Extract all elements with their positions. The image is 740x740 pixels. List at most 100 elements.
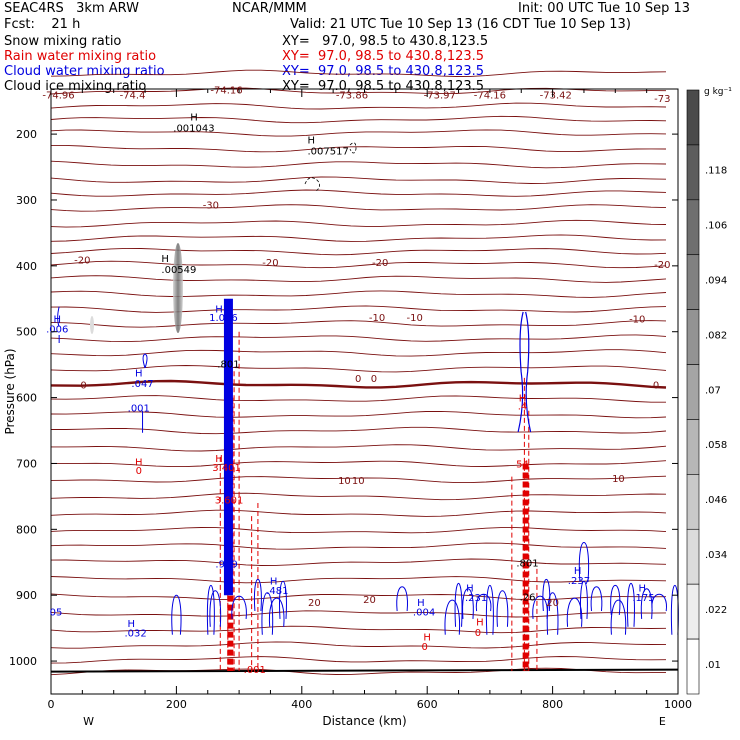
isotherm-line xyxy=(50,527,667,534)
colorbar-swatch xyxy=(686,89,700,146)
model-title: SEAC4RS 3km ARW xyxy=(4,1,140,16)
isotherm-line xyxy=(50,176,667,184)
isotherm-line xyxy=(50,160,667,169)
field-label: H xyxy=(417,598,425,609)
cloud-contour xyxy=(209,590,222,627)
isotherm-line xyxy=(50,576,667,584)
forecast-hour: Fcst: 21 h xyxy=(4,17,81,32)
colorbar-tick-label: .022 xyxy=(705,605,727,616)
isotherm-line xyxy=(51,144,667,153)
top-temp-label: -74.96 xyxy=(42,91,74,102)
cloud-contour xyxy=(525,311,532,433)
snow-plume xyxy=(173,243,183,333)
field-label: .801 xyxy=(516,558,538,569)
cloud-contour xyxy=(627,582,635,627)
isotherm-line xyxy=(50,234,667,242)
ice-contours xyxy=(304,142,357,193)
colorbar-swatch xyxy=(686,528,700,585)
field-label: H xyxy=(270,577,278,588)
cloud-contour xyxy=(578,542,590,583)
y-tick-label: 900 xyxy=(16,589,37,602)
colorbar-tick-label: .034 xyxy=(705,550,727,561)
colorbar-swatch xyxy=(686,419,700,475)
colorbar-unit: g kg⁻¹ xyxy=(704,87,732,97)
cloud-contour xyxy=(579,581,588,619)
field-label: 0 xyxy=(422,642,428,653)
isotherm-line xyxy=(50,475,667,484)
cloud-contour xyxy=(566,597,583,627)
contour-labels: -74.96 -74.4 -74.16 -73.86 -73.97 -74.16 -73.4… xyxy=(42,85,670,676)
ground-line xyxy=(50,668,679,673)
y-tick-label: 200 xyxy=(16,128,37,141)
isotherm-line xyxy=(50,204,667,212)
isotherm-label: 10 xyxy=(352,476,365,487)
isotherm-line xyxy=(50,641,667,649)
field-label: H xyxy=(574,566,582,577)
isotherm-line xyxy=(51,444,667,452)
field-label: 3.401 xyxy=(212,463,241,474)
isotherm-line xyxy=(50,492,667,501)
colorbar-swatch xyxy=(686,474,700,530)
cloud-contour xyxy=(261,592,274,635)
isotherm-line xyxy=(50,365,667,373)
field-label: H xyxy=(215,305,223,316)
east-label: E xyxy=(659,715,666,728)
colorbar-swatch xyxy=(686,254,700,310)
ice-contour xyxy=(349,142,357,154)
x-axis-title: Distance (km) xyxy=(322,714,406,728)
field-label: 0 xyxy=(475,628,481,639)
isotherm-line xyxy=(50,189,667,197)
cloud-contour xyxy=(454,582,463,627)
isotherm-line xyxy=(50,290,667,298)
x-tick-label: 0 xyxy=(48,698,55,711)
isotherm-label: -20 xyxy=(654,260,670,271)
field-label: H xyxy=(215,454,223,465)
isotherm-label: -20 xyxy=(262,258,278,269)
cloud-contour xyxy=(171,594,182,635)
y-tick-label: 500 xyxy=(16,326,37,339)
field-label: .237 xyxy=(568,576,590,587)
top-temp-label: -74.4 xyxy=(120,91,146,102)
isotherm-line xyxy=(50,260,667,269)
isotherm-line xyxy=(50,247,667,256)
ice-contour xyxy=(304,177,320,193)
isotherm-label: 20 xyxy=(308,598,321,609)
colorbar-swatch xyxy=(686,144,700,201)
isotherm-line xyxy=(50,593,667,601)
isotherm-label: 0 xyxy=(80,380,86,391)
y-tick-label: 300 xyxy=(16,194,37,207)
isotherm-line xyxy=(50,625,667,634)
field-label: .175 xyxy=(632,593,654,604)
colorbar-tick-label: .046 xyxy=(705,495,727,506)
y-axis-title: Pressure (hPa) xyxy=(3,348,17,434)
x-tick-label: 1000 xyxy=(664,698,692,711)
field-label: 05 xyxy=(50,608,63,619)
field-label: H xyxy=(161,254,169,265)
isotherm-line xyxy=(50,542,667,550)
y-tick-label: 600 xyxy=(16,392,37,405)
y-tick-label: 800 xyxy=(16,523,37,536)
field-label: .4 xyxy=(518,401,528,412)
west-label: W xyxy=(83,715,94,728)
colorbar-swatch xyxy=(686,364,700,420)
top-temp-label: -74.16 xyxy=(210,85,242,96)
isotherm-line xyxy=(50,129,667,137)
isotherm-label: -10 xyxy=(369,313,385,324)
isotherm-label: 10 xyxy=(612,474,625,485)
cloud-contour xyxy=(444,599,461,635)
field-label: 3.601 xyxy=(215,496,244,507)
isotherm-line xyxy=(50,395,666,403)
field-label: H xyxy=(423,633,431,644)
cloud-contour xyxy=(590,586,603,612)
cloud-contour xyxy=(670,584,679,635)
isotherm-label: -20 xyxy=(74,255,90,266)
colorbar-swatch xyxy=(686,583,700,640)
isotherm-line xyxy=(50,379,667,389)
init-time: Init: 00 UTC Tue 10 Sep 13 xyxy=(518,1,691,16)
field-label: H xyxy=(476,618,484,629)
field-label: .801 xyxy=(217,359,239,370)
isotherm-label: -20 xyxy=(372,258,388,269)
field-label-snow: Snow mixing ratio xyxy=(4,34,122,49)
field-label: H xyxy=(127,619,135,630)
